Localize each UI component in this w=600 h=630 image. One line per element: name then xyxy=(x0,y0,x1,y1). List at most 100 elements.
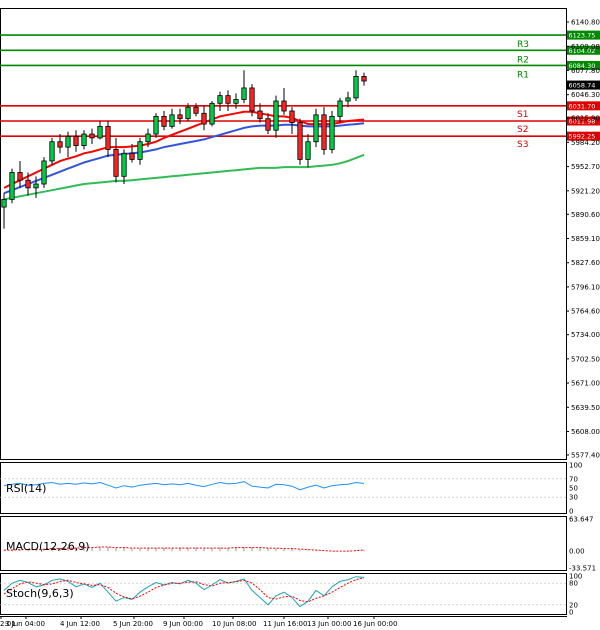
candle xyxy=(337,97,343,123)
x-tick-label: 9 Jun 00:00 xyxy=(163,620,203,628)
ma-line-red xyxy=(3,110,365,189)
candle-body xyxy=(97,125,103,139)
macd-y-tick-label: 63.647 xyxy=(569,516,594,524)
level-price-tag-bg xyxy=(567,131,600,141)
y-tick-label: 6077.80 xyxy=(571,67,600,75)
level-name-s2: S2 xyxy=(517,125,528,135)
candle xyxy=(225,90,231,111)
candle xyxy=(249,84,255,117)
candle xyxy=(193,103,199,117)
candle xyxy=(289,107,295,135)
candle xyxy=(33,176,39,198)
y-tick-label: 5796.10 xyxy=(571,283,600,291)
level-price-tag-bg xyxy=(567,101,600,111)
candle xyxy=(49,137,55,165)
level-name-s1: S1 xyxy=(517,110,528,120)
candle-body xyxy=(17,172,23,181)
candle-body xyxy=(225,95,231,104)
y-tick-label: 5764.60 xyxy=(571,308,600,316)
candle xyxy=(345,91,351,108)
y-tick-label: 5671.00 xyxy=(571,380,600,388)
x-tick-label: 3 Jun 04:00 xyxy=(5,620,45,628)
candle-body xyxy=(25,179,31,189)
y-tick-label: 6046.30 xyxy=(571,91,600,99)
x-tick-label: 11 Jun 16:00 xyxy=(263,620,307,628)
y-tick-label: 5608.00 xyxy=(571,428,600,436)
candle xyxy=(281,87,287,115)
candle-body xyxy=(321,114,327,150)
main-panel-frame xyxy=(0,8,567,460)
candle xyxy=(209,101,215,127)
candle xyxy=(65,131,71,158)
ma-line-green xyxy=(3,153,365,201)
candle-body xyxy=(265,118,271,131)
candle-body xyxy=(65,135,71,148)
level-price-tag: 6123.75 xyxy=(569,32,596,40)
candle xyxy=(233,93,239,109)
candle-body xyxy=(273,100,279,131)
level-price-tag: 6084.30 xyxy=(569,62,596,70)
candle xyxy=(361,72,367,86)
candle xyxy=(265,113,271,135)
candle xyxy=(169,108,175,129)
stoch-signal-line xyxy=(3,577,365,603)
candle-body xyxy=(329,115,335,150)
y-tick-label: 6109.08 xyxy=(571,43,600,51)
level-name-r3: R3 xyxy=(517,40,529,50)
candle xyxy=(185,103,191,121)
candle-body xyxy=(105,125,111,150)
candle xyxy=(137,137,143,165)
candle xyxy=(145,128,151,148)
x-tick-label: 5 Jun 20:00 xyxy=(113,620,153,628)
y-tick-label: 5921.20 xyxy=(571,187,600,195)
level-name-r2: R2 xyxy=(517,55,529,65)
candle xyxy=(81,130,87,150)
candle-body xyxy=(49,141,55,162)
candle-body xyxy=(1,198,7,208)
y-tick-label: 5702.50 xyxy=(571,355,600,363)
candle-body xyxy=(241,87,247,100)
candle xyxy=(153,113,159,138)
candle-body xyxy=(169,114,175,127)
rsi-y-tick-label: 100 xyxy=(569,462,582,470)
x-tick-label: 16 Jun 00:00 xyxy=(353,620,397,628)
candle xyxy=(177,108,183,125)
candle xyxy=(129,144,135,163)
stoch-y-tick-label: 80 xyxy=(569,580,578,588)
rsi-indicator-label: RSI(14) xyxy=(6,482,46,495)
level-price-tag-bg xyxy=(567,60,600,70)
candle-body xyxy=(9,172,15,200)
candle xyxy=(321,107,327,155)
rsi-line xyxy=(3,481,365,491)
candle-body xyxy=(233,99,239,104)
candle-body xyxy=(145,133,151,143)
rsi-y-tick-label: 0 xyxy=(569,508,573,516)
rsi-y-tick-label: 70 xyxy=(569,475,578,483)
y-tick-label: 5827.60 xyxy=(571,259,600,267)
candle-body xyxy=(177,114,183,120)
candle-body xyxy=(201,112,207,125)
candle xyxy=(273,95,279,138)
candle-body xyxy=(193,106,199,114)
level-price-tag: 6104.02 xyxy=(569,47,596,55)
candle xyxy=(17,160,23,188)
candle-body xyxy=(121,152,127,177)
candle-body xyxy=(313,114,319,143)
candle-body xyxy=(33,183,39,189)
candle xyxy=(305,134,311,168)
candle-body xyxy=(361,76,367,82)
level-price-tag-bg xyxy=(567,30,600,40)
candle-body xyxy=(353,76,359,99)
rsi-panel-frame xyxy=(0,462,567,514)
stoch-y-tick-label: 100 xyxy=(569,573,582,581)
y-tick-label: 5890.60 xyxy=(571,211,600,219)
current-price-tag: 6058.74 xyxy=(569,82,596,90)
stoch-main-line xyxy=(3,576,365,608)
macd-y-tick-label: -33.571 xyxy=(569,565,596,573)
candle-body xyxy=(281,100,287,112)
candle-body xyxy=(89,133,95,139)
candle-body xyxy=(257,110,263,120)
candle-body xyxy=(41,160,47,185)
level-price-tag-bg xyxy=(567,45,600,55)
